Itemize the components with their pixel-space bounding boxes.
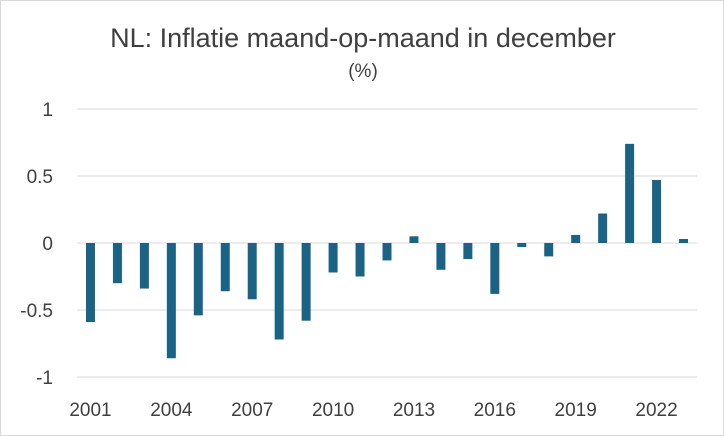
bar-2012	[382, 243, 392, 261]
bar-2008	[274, 243, 284, 340]
x-tick-label: 2010	[312, 400, 354, 421]
bar-2018	[544, 243, 554, 257]
bar-2013	[409, 236, 419, 243]
bar-2003	[139, 243, 149, 289]
bar-2021	[625, 143, 635, 243]
bar-2011	[355, 243, 365, 277]
y-tick-label: -0.5	[20, 301, 53, 322]
x-tick-label: 2019	[555, 400, 597, 421]
x-tick-label: 2022	[635, 400, 677, 421]
bar-2007	[247, 243, 257, 300]
bar-2017	[517, 243, 527, 248]
x-tick-label: 2001	[69, 400, 111, 421]
bar-2006	[220, 243, 230, 292]
bar-2014	[436, 243, 446, 270]
y-tick-label: 0.5	[27, 167, 53, 188]
x-tick-label: 2013	[393, 400, 435, 421]
chart-title: NL: Inflatie maand-op-maand in december	[110, 23, 616, 53]
y-tick-label: 0	[42, 234, 53, 255]
bar-2005	[193, 243, 203, 316]
bar-2004	[166, 243, 176, 359]
bar-2001	[85, 243, 95, 323]
x-tick-label: 2016	[474, 400, 516, 421]
bar-2019	[571, 234, 581, 243]
bar-2010	[328, 243, 338, 273]
bar-2023	[679, 238, 689, 243]
bar-2015	[463, 243, 473, 260]
chart-subtitle: (%)	[348, 61, 378, 82]
bar-2002	[112, 243, 122, 284]
y-tick-label: 1	[42, 100, 53, 121]
y-tick-label: -1	[36, 368, 53, 389]
bar-2009	[301, 243, 311, 321]
bar-2022	[652, 180, 662, 243]
x-tick-label: 2004	[150, 400, 193, 421]
bar-2016	[490, 243, 500, 294]
bar-2020	[598, 213, 608, 243]
x-tick-label: 2007	[231, 400, 273, 421]
